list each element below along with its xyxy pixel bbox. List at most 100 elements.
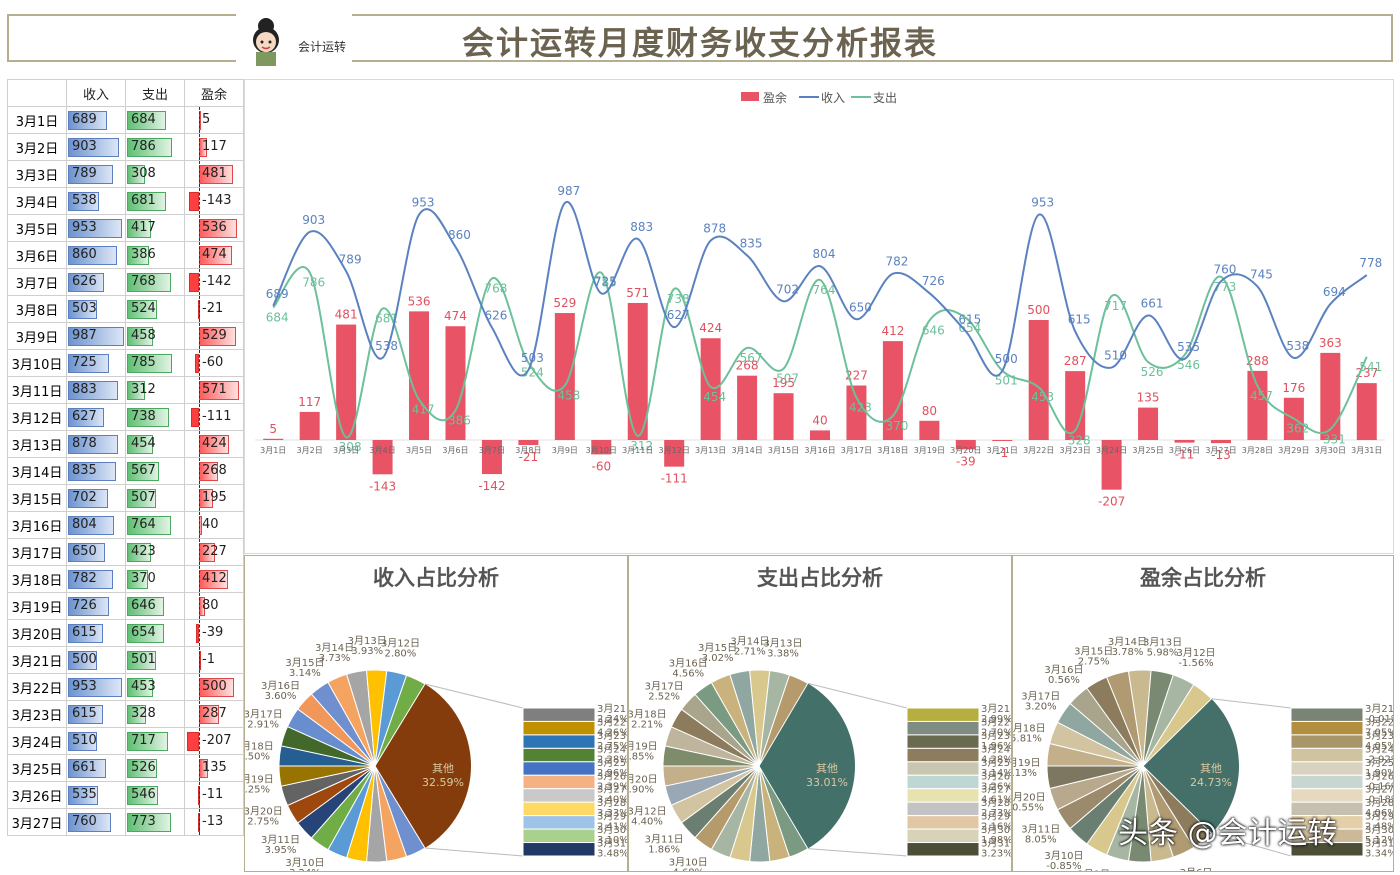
expense-line — [272, 266, 1368, 439]
row-expense: 773 — [125, 808, 185, 836]
row-date: 3月12日 — [7, 403, 67, 431]
expense-label-6: 386 — [448, 413, 471, 427]
x-tick-label-5: 3月5日 — [406, 446, 432, 455]
slice-percent-10: 8.05% — [1025, 835, 1057, 846]
row-income: 953 — [66, 673, 126, 701]
surplus-bar-14 — [737, 375, 758, 440]
surplus-bar-28 — [1247, 370, 1268, 440]
slice-label-11: 3月10日 — [669, 856, 708, 868]
surplus-label-30: 363 — [1319, 336, 1342, 350]
income-label-11: 883 — [630, 220, 653, 234]
x-tick-label-27: 3月27日 — [1205, 446, 1236, 455]
slice-label-11: 3月10日 — [1044, 850, 1083, 862]
income-bar — [68, 732, 97, 751]
breakout-percent-6: 2.39% — [597, 781, 627, 792]
expense-label-14: 567 — [740, 351, 763, 365]
row-date: 3月7日 — [7, 268, 67, 296]
pie-slice-20 — [1142, 683, 1213, 767]
expense-label-25: 526 — [1141, 365, 1164, 379]
income-label-1: 689 — [266, 287, 289, 301]
surplus-value: -207 — [202, 733, 232, 748]
row-surplus: 227 — [184, 538, 244, 566]
x-tick-label-21: 3月21日 — [987, 446, 1018, 455]
income-value: 883 — [72, 382, 97, 397]
surplus-label-8: -21 — [519, 450, 539, 464]
expense-label-13: 454 — [703, 390, 726, 404]
row-income: 987 — [66, 322, 126, 350]
breakout-label-3: 3月23日 — [1365, 730, 1393, 742]
expense-label-5: 417 — [412, 403, 435, 417]
row-date: 3月10日 — [7, 349, 67, 377]
surplus-bar — [196, 624, 199, 643]
other-percent: 33.01% — [806, 776, 848, 789]
expense-label-30: 331 — [1323, 432, 1346, 446]
row-date: 3月13日 — [7, 430, 67, 458]
breakout-segment-4 — [1290, 747, 1364, 763]
surplus-bar — [195, 354, 199, 373]
surplus-bar-22 — [1028, 320, 1049, 440]
slice-percent-3: 3.73% — [319, 653, 351, 664]
row-expense: 646 — [125, 592, 185, 620]
row-expense: 567 — [125, 457, 185, 485]
row-date: 3月5日 — [7, 214, 67, 242]
expense-value: 526 — [131, 760, 156, 775]
income-bar — [68, 111, 107, 130]
income-bar — [68, 435, 118, 454]
x-tick-label-11: 3月11日 — [622, 446, 653, 455]
breakout-percent-9: 2.48% — [1365, 822, 1393, 833]
income-label-23: 615 — [1068, 312, 1091, 326]
surplus-value: -142 — [202, 274, 232, 289]
table-row: 3月8日 503 524 -21 — [7, 295, 244, 323]
expense-bar — [127, 273, 171, 292]
surplus-label-5: 536 — [408, 294, 431, 308]
income-value: 627 — [72, 409, 97, 424]
expense-bar — [127, 759, 157, 778]
row-income: 626 — [66, 268, 126, 296]
row-income: 510 — [66, 727, 126, 755]
row-surplus: 474 — [184, 241, 244, 269]
expense-bar — [127, 597, 164, 616]
breakout-percent-9: 2.41% — [597, 822, 627, 833]
row-date: 3月20日 — [7, 619, 67, 647]
breakout-label-6: 3月26日 — [981, 770, 1011, 782]
slice-percent-5: 0.56% — [1048, 675, 1080, 686]
other-slice — [759, 683, 855, 849]
expense-value: 681 — [131, 193, 156, 208]
logo-text: 会计运转 — [298, 40, 347, 54]
row-expense: 684 — [125, 106, 185, 134]
slice-label-4: 3月15日 — [1074, 645, 1113, 657]
slice-label-3: 3月14日 — [315, 642, 354, 654]
breakout-segment-6 — [522, 774, 596, 790]
header-expense: 支出 — [125, 79, 185, 107]
breakout-segment-11 — [522, 842, 596, 857]
zero-axis — [199, 404, 200, 430]
table-row: 3月3日 789 308 481 — [7, 160, 244, 188]
expense-value: 684 — [131, 112, 156, 127]
income-value: 615 — [72, 625, 97, 640]
expense-bar — [127, 543, 151, 562]
income-value: 535 — [72, 787, 97, 802]
income-value: 725 — [72, 355, 97, 370]
slice-label-2: 3月14日 — [730, 635, 769, 647]
slice-percent-2: 2.71% — [734, 646, 766, 657]
surplus-bar-20 — [955, 440, 976, 450]
breakout-label-8: 3月28日 — [1365, 797, 1393, 809]
surplus-label-13: 424 — [699, 321, 722, 335]
row-income: 535 — [66, 781, 126, 809]
expense-label-29: 362 — [1286, 422, 1309, 436]
table-row: 3月18日 782 370 412 — [7, 565, 244, 593]
income-value: 878 — [72, 436, 97, 451]
surplus-value: 529 — [202, 328, 227, 343]
breakout-percent-2: 7.05% — [1365, 727, 1393, 738]
zero-axis — [199, 458, 200, 484]
slice-label-4: 3月15日 — [285, 657, 324, 669]
income-label-21: 500 — [995, 352, 1018, 366]
table-row: 3月6日 860 386 474 — [7, 241, 244, 269]
surplus-value: -111 — [202, 409, 232, 424]
surplus-value: -13 — [202, 814, 224, 829]
income-label-27: 760 — [1214, 262, 1237, 276]
breakout-percent-5: 3.14% — [981, 768, 1011, 779]
table-row: 3月11日 883 312 571 — [7, 376, 244, 404]
breakout-percent-3: 2.75% — [597, 741, 627, 752]
table-row: 3月21日 500 501 -1 — [7, 646, 244, 674]
